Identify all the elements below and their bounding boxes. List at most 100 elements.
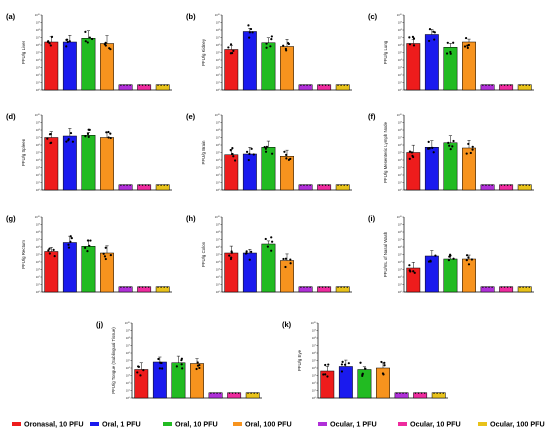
replicate-point [103,255,107,258]
replicate-point [284,257,288,260]
bar [155,184,170,191]
y-axis-label: PFU/g Colon [201,241,206,267]
replicate-point [408,157,411,160]
replicate-point [86,239,90,242]
legend-swatch [233,422,242,426]
replicate-point [229,149,232,152]
replicate-point [230,251,233,254]
replicate-point [84,246,87,249]
bar [280,156,294,191]
replicate-point [180,363,183,366]
y-tick-label: 1010 [35,113,40,117]
replicate-point [318,84,321,86]
replicate-point [434,254,437,257]
legend-label: Ocular, 100 PFU [490,420,545,429]
bar [44,251,59,293]
replicate-point [166,84,169,86]
y-tick-label: 104 [126,366,130,370]
bar [298,84,313,91]
y-tick-label: 102 [398,173,402,177]
panel-label: (g) [6,214,16,223]
replicate-point [147,184,150,186]
bar [406,43,421,91]
y-tick-label: 105 [36,50,40,54]
bar [100,252,114,293]
replicate-point [104,246,107,249]
y-tick-label: 100 [398,188,402,192]
replicate-point [408,150,412,153]
replicate-point [285,49,288,52]
replicate-point [303,84,305,86]
replicate-point [50,35,54,38]
replicate-point [138,84,141,86]
replicate-point [528,84,531,86]
replicate-point [300,286,302,288]
replicate-point [522,84,524,86]
y-tick-label: 105 [398,50,402,54]
replicate-point [429,260,432,263]
replicate-point [181,367,184,370]
replicate-point [399,392,401,394]
replicate-point [247,158,250,162]
replicate-point [157,286,159,288]
y-tick-label: 108 [312,336,316,340]
bar [357,369,372,399]
y-axis-label: PFU/g Lung [383,40,388,64]
replicate-point [500,84,503,86]
replicate-point [69,131,73,135]
replicate-point [157,184,159,186]
replicate-point [126,286,128,288]
y-tick-label: 103 [216,65,220,69]
replicate-point [139,374,142,377]
bar [62,242,77,293]
replicate-point [256,392,259,394]
replicate-point [219,392,221,394]
replicate-point [48,247,51,250]
bar [480,84,495,91]
replicate-point [327,286,330,288]
replicate-point [196,364,200,367]
replicate-point [213,392,215,394]
replicate-point [250,250,253,253]
bar [137,84,152,91]
replicate-point [448,144,451,147]
replicate-point [237,392,240,394]
replicate-point [364,367,367,370]
y-tick-label: 108 [36,230,40,234]
bar [137,184,152,191]
y-tick-label: 101 [36,180,40,184]
replicate-point [67,246,71,249]
replicate-point [247,24,250,27]
replicate-point [326,375,329,378]
panel-i: (i) PFU/mL of Nasal Wash 100 101 102 103 104 10… [368,214,534,294]
replicate-point [285,153,288,157]
bar [424,255,439,293]
replicate-point [228,392,231,394]
replicate-point [129,286,131,288]
y-tick-label: 104 [216,58,220,62]
bar [480,184,495,191]
bar [394,392,409,399]
replicate-point [340,363,344,366]
replicate-point [449,52,452,55]
y-tick-label: 108 [36,28,40,32]
replicate-point [52,248,55,251]
replicate-point [324,286,327,288]
replicate-point [485,184,487,186]
y-tick-label: 102 [36,173,40,177]
replicate-point [166,184,169,186]
bar [424,34,439,91]
y-axis-label: PFU/g Brain [201,140,206,164]
bar [134,369,149,399]
legend-label: Ocular, 1 PFU [330,420,377,429]
replicate-point [337,184,339,186]
panel-b: (b) PFU/g Kidney 100 101 102 103 104 105 106 107 1… [186,12,352,92]
y-tick-label: 106 [312,351,316,355]
y-tick-label: 106 [36,143,40,147]
replicate-point [346,184,349,186]
legend-swatch [478,422,487,426]
replicate-point [47,249,50,252]
replicate-point [488,286,490,288]
y-tick-label: 101 [216,180,220,184]
replicate-point [120,184,122,186]
